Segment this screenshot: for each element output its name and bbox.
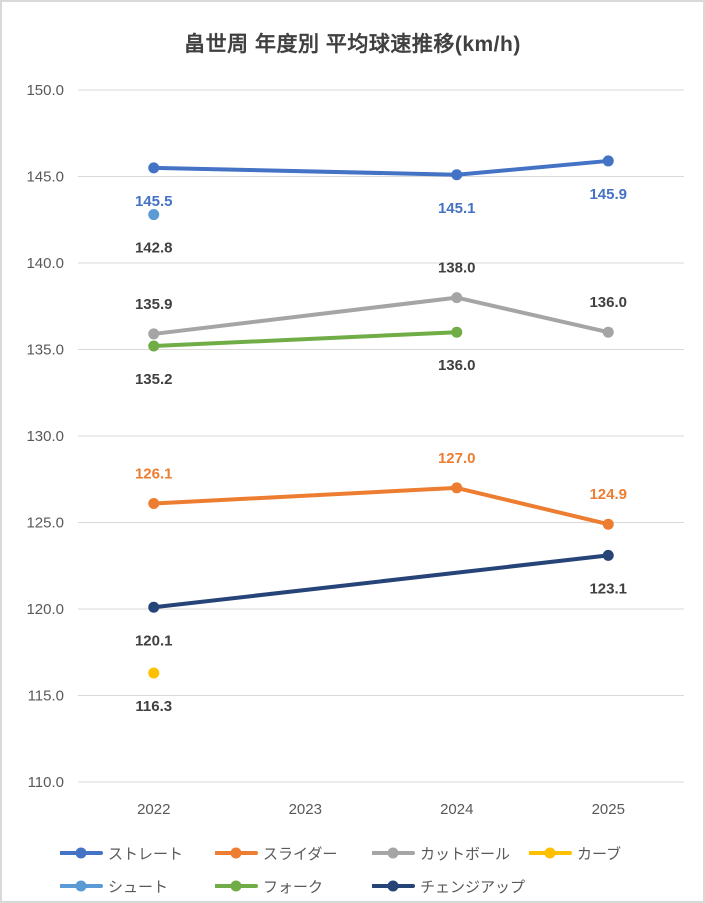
series-shoot-marker (148, 209, 160, 221)
chart-title: 畠世周 年度別 平均球速推移(km/h) (184, 33, 521, 56)
series-straight-data-label: 145.1 (438, 200, 476, 217)
series-straight-marker (602, 155, 614, 167)
x-tick-label: 2022 (137, 801, 170, 818)
series-cutball-data-label: 136.0 (589, 294, 627, 311)
series-slider-marker (451, 482, 463, 494)
series-cutball-marker (148, 328, 160, 340)
series-curve-data-label: 116.3 (135, 698, 172, 715)
series-straight-marker (148, 162, 160, 174)
series-changeup-line (151, 553, 611, 610)
x-tick-label: 2025 (592, 801, 625, 818)
series-slider-line (151, 485, 611, 527)
series-cutball-data-label: 135.9 (135, 296, 173, 313)
series-changeup-data-label: 123.1 (589, 580, 627, 597)
y-tick-label: 150.0 (26, 82, 64, 99)
y-tick-label: 130.0 (26, 428, 64, 445)
series-straight-data-label: 145.9 (589, 186, 627, 203)
series-curve-marker (148, 667, 160, 679)
series-cutball-line (151, 295, 611, 336)
series-cutball-marker (602, 326, 614, 338)
x-tick-label: 2024 (440, 801, 473, 818)
series-straight-marker (451, 169, 463, 181)
series-slider-data-label: 126.1 (135, 465, 173, 482)
series-changeup-marker (148, 601, 160, 613)
series-changeup-data-label: 120.1 (135, 632, 173, 649)
series-slider-marker (148, 497, 160, 509)
series-cutball-data-label: 138.0 (438, 260, 476, 277)
y-tick-label: 120.0 (26, 601, 64, 618)
series-fork-line (151, 330, 459, 349)
series-cutball-marker (451, 292, 463, 304)
series-changeup-marker (602, 549, 614, 561)
series-straight-data-label: 145.5 (135, 193, 173, 210)
series-fork-marker (148, 340, 160, 352)
series-slider-data-label: 127.0 (438, 450, 476, 467)
y-tick-label: 145.0 (26, 169, 64, 186)
series-fork-data-label: 135.2 (135, 371, 173, 388)
y-tick-label: 115.0 (28, 688, 64, 705)
series-shoot-data-label: 142.8 (135, 240, 173, 257)
series-fork-data-label: 136.0 (438, 357, 476, 374)
series-fork-marker (451, 326, 463, 338)
y-tick-label: 140.0 (26, 255, 64, 272)
x-tick-label: 2023 (289, 801, 322, 818)
y-tick-label: 125.0 (26, 515, 64, 532)
series-straight-line (151, 158, 611, 177)
series-slider-data-label: 124.9 (589, 486, 627, 503)
y-tick-label: 110.0 (28, 774, 64, 791)
series-slider-marker (602, 518, 614, 530)
y-tick-label: 135.0 (26, 342, 64, 359)
